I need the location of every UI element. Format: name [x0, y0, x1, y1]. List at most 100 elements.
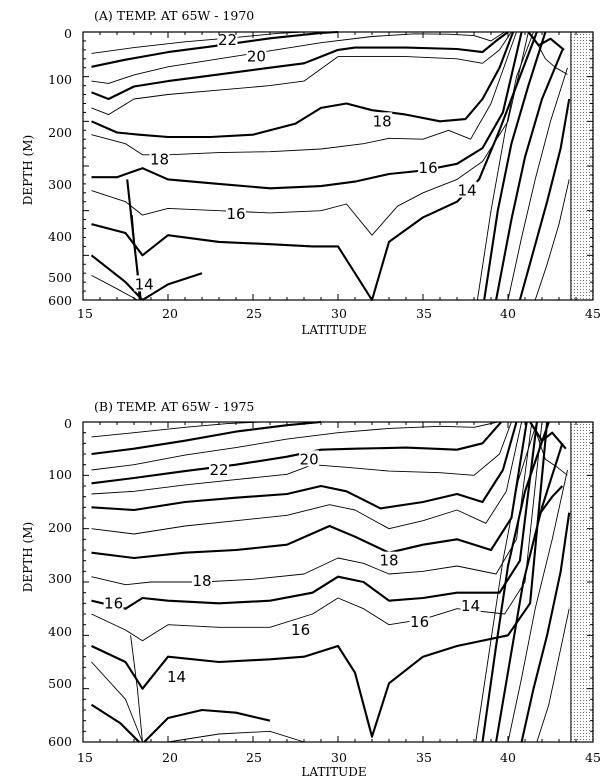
contour-line	[91, 420, 322, 456]
contour-label-background	[379, 551, 399, 568]
contour-label-background	[299, 450, 320, 467]
contour-line	[91, 421, 543, 642]
y-tick-label: 400	[48, 624, 72, 639]
contour-label: 16	[104, 594, 123, 612]
y-tick-label: 600	[48, 734, 72, 749]
contour-line	[534, 179, 570, 301]
contour-line	[483, 31, 547, 301]
contour-line	[91, 31, 512, 116]
panel-b-title: (B) TEMP. AT 65W - 1975	[94, 399, 254, 414]
contour-line	[90, 703, 140, 743]
contour-label: 20	[247, 48, 266, 66]
x-tick-label: 15	[77, 306, 93, 321]
x-tick-label: 35	[416, 306, 432, 321]
contour-line	[527, 31, 565, 51]
contour-label-background	[457, 181, 478, 198]
contour-line	[91, 31, 529, 236]
contour-line	[476, 31, 534, 301]
y-tick-label: 100	[48, 467, 72, 482]
x-tick-label: 25	[246, 306, 262, 321]
panel-a: 22 20 18 18 16 14 16 14 (A) TEMP. AT 65W - 1970…	[21, 8, 601, 337]
y-tick-label: 500	[48, 270, 72, 285]
y-tick-label: 0	[64, 416, 72, 431]
contour-line	[495, 49, 564, 301]
y-tick-label: 100	[48, 72, 72, 87]
contour-line	[91, 31, 517, 156]
contour-label-background	[460, 597, 481, 613]
contour-line	[91, 31, 515, 139]
x-tick-label: 25	[246, 750, 262, 765]
contour-line	[534, 429, 568, 476]
panel-b-x-axis-label: LATITUDE	[301, 765, 366, 779]
y-tick-label: 200	[48, 520, 72, 535]
contour-label: 18	[373, 112, 392, 130]
contour-line	[91, 421, 262, 438]
contour-label: 14	[461, 597, 480, 615]
contour-line	[518, 98, 571, 301]
contour-label: 14	[458, 182, 477, 200]
x-tick-label: 45	[585, 306, 601, 321]
y-tick-label: 0	[64, 26, 72, 41]
contour-line	[520, 512, 571, 743]
y-tick-label: 500	[48, 676, 72, 691]
contour-line	[141, 272, 203, 301]
contour-label: 16	[291, 621, 310, 639]
x-tick-label: 35	[416, 750, 432, 765]
contour-line	[536, 608, 570, 743]
x-tick-label: 20	[162, 750, 178, 765]
contour-label-background	[226, 205, 246, 222]
x-tick-label: 30	[331, 750, 347, 765]
panel-a-y-axis-label: DEPTH (M)	[21, 135, 35, 205]
contour-line	[91, 30, 339, 68]
x-tick-label: 15	[77, 750, 93, 765]
contour-line	[130, 635, 143, 743]
contour-line	[507, 67, 568, 301]
contour-line	[475, 421, 538, 743]
contour-label-background	[192, 571, 212, 588]
contour-label: 22	[218, 31, 237, 49]
contour-label: 20	[300, 450, 319, 468]
contour-line	[537, 485, 564, 516]
contour-label-background	[409, 613, 430, 629]
y-tick-label: 600	[48, 293, 72, 308]
x-tick-label: 40	[500, 750, 516, 765]
contour-label: 18	[379, 552, 398, 570]
contour-line	[167, 730, 305, 743]
contour-label: 18	[150, 150, 169, 168]
x-tick-label: 20	[162, 306, 178, 321]
contour-label-background	[134, 275, 155, 292]
contour-line	[91, 661, 143, 743]
contour-line	[91, 421, 528, 560]
contour-line	[91, 275, 138, 301]
contour-line	[495, 442, 564, 743]
x-tick-label: 45	[585, 750, 601, 765]
contour-label-background	[246, 47, 267, 64]
contour-line	[91, 421, 538, 610]
contour-line	[91, 421, 512, 495]
contour-line	[91, 31, 509, 101]
panel-b-y-axis-label: DEPTH (M)	[21, 522, 35, 592]
contour-label-background	[103, 594, 124, 611]
contour-line	[91, 421, 523, 535]
contour-label: 16	[419, 159, 438, 177]
contour-label: 18	[192, 572, 211, 590]
x-tick-label: 40	[500, 306, 516, 321]
contour-line	[91, 31, 505, 84]
x-tick-label: 30	[331, 306, 347, 321]
contour-label: 22	[209, 461, 228, 479]
contour-label-background	[166, 667, 187, 684]
contour-label-background	[418, 159, 439, 176]
contour-line	[91, 31, 523, 190]
contour-label: 16	[410, 613, 429, 631]
contour-line	[91, 421, 533, 586]
contour-line	[91, 31, 305, 54]
contour-label-background	[372, 112, 393, 129]
contour-label-background	[290, 621, 311, 637]
y-tick-label: 300	[48, 571, 72, 586]
panel-a-title: (A) TEMP. AT 65W - 1970	[94, 8, 254, 23]
contour-line	[91, 421, 549, 738]
contour-label-background	[149, 150, 170, 167]
contour-label: 14	[167, 668, 186, 686]
panel-b: 22 20 18 18 16 16 16 14 14 (B) TEMP. AT 65W - 19…	[21, 399, 601, 779]
